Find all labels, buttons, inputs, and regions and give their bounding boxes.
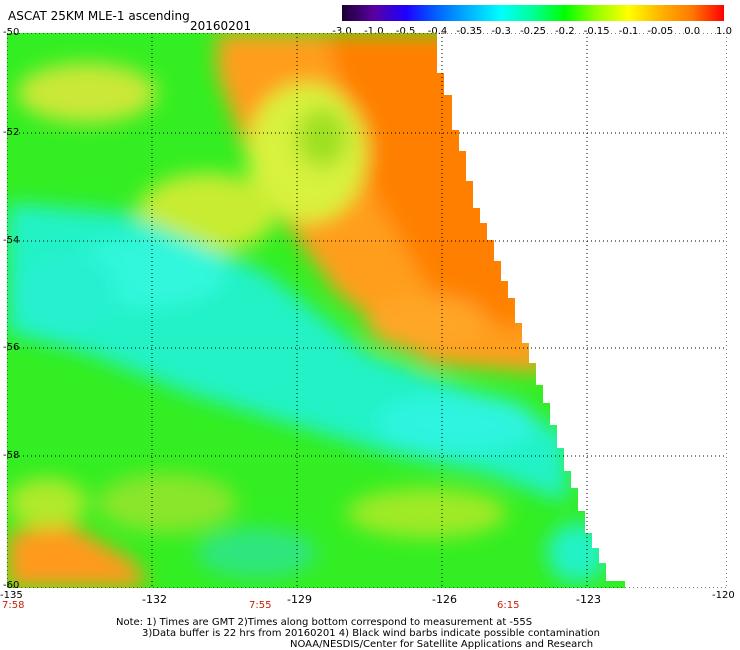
colorbar-tick-label: -0.05: [647, 26, 674, 37]
colorbar-tick-label: -0.3: [491, 26, 511, 37]
wind-map: [7, 33, 727, 588]
colorbar-tick-label: -0.5: [395, 26, 416, 37]
time-label: 7:58: [2, 600, 25, 611]
lat-label: -58: [3, 450, 20, 461]
colorbar-tick-label: -0.2: [555, 26, 575, 37]
lon-label: -123: [576, 593, 601, 606]
lat-label: -52: [3, 127, 20, 138]
map-title: ASCAT 25KM MLE-1 ascending: [8, 9, 190, 23]
lon-label: -126: [432, 593, 457, 606]
colorbar: [342, 5, 724, 21]
colorbar-gradient: [342, 5, 724, 21]
colorbar-tick-label: 0.0: [684, 26, 701, 37]
colorbar-tick-label: -1.0: [364, 26, 384, 37]
lon-label: -132: [142, 593, 167, 606]
note-line-1: Note: 1) Times are GMT 2)Times along bot…: [116, 617, 533, 628]
lon-label: -120: [712, 590, 735, 601]
lon-label: -129: [287, 593, 312, 606]
time-label: 6:15: [497, 600, 520, 611]
lat-label: -54: [3, 235, 20, 246]
colorbar-tick-label: -0.15: [583, 26, 610, 37]
wind-field: [7, 33, 625, 588]
note-line-2: 3)Data buffer is 22 hrs from 20160201 4)…: [142, 628, 600, 639]
note-line-3: NOAA/NESDIS/Center for Satellite Applica…: [290, 639, 594, 650]
map-date: 20160201: [190, 19, 252, 33]
lon-label: -135: [0, 590, 23, 601]
graticule: [7, 33, 727, 588]
colorbar-tick-label: 1.0: [716, 26, 732, 37]
colorbar-tick-label: -0.35: [456, 26, 483, 37]
lat-label: -60: [3, 580, 20, 591]
time-label: 7:55: [249, 600, 272, 611]
lat-label: -50: [3, 27, 20, 38]
colorbar-tick-label: -0.4: [427, 26, 448, 37]
colorbar-tick-label: -3.0: [332, 26, 352, 37]
colorbar-tick-label: -0.25: [520, 26, 546, 37]
colorbar-tick-label: -0.1: [618, 26, 639, 37]
lat-label: -56: [3, 342, 20, 353]
